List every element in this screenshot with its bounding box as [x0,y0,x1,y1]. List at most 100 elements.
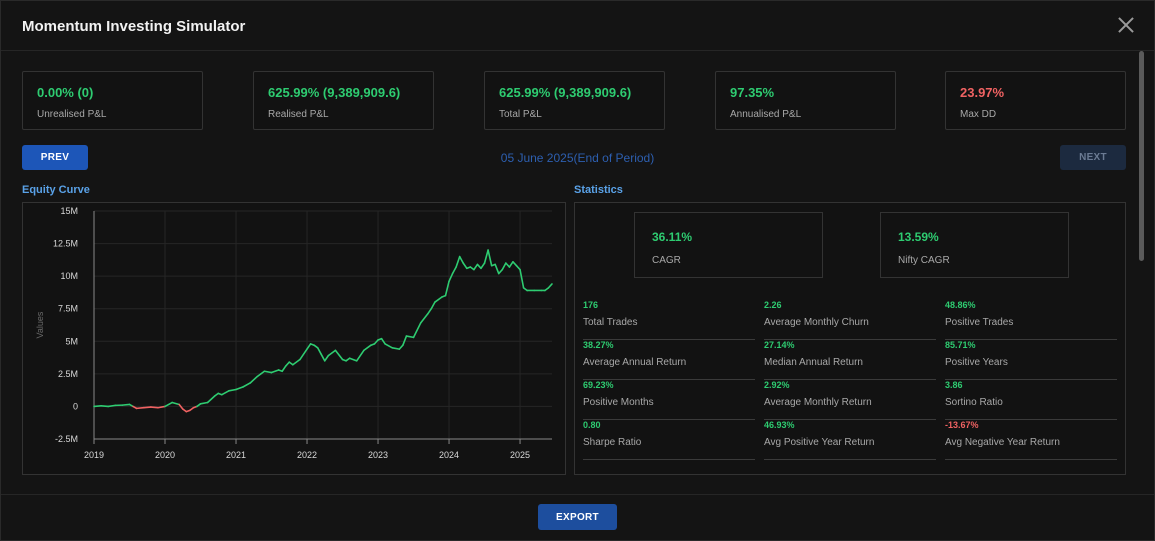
equity-line-segment [355,349,365,362]
kpi-value: 625.99% (9,389,909.6) [268,85,401,100]
equity-line-segment [284,361,291,367]
x-axis-ticks: 2019 2020 2021 2022 2023 2024 2025 [84,450,530,460]
equity-line-segment [515,264,521,271]
stat-value: 2.26 [764,300,782,310]
stat-label: Positive Months [583,397,654,408]
equity-line-segment [384,343,394,349]
equity-line-segment [444,280,450,297]
equity-line-segment [451,266,457,275]
stat-value: 0.80 [583,420,601,430]
equity-line-segment [458,255,465,264]
x-tick-label: 2024 [439,450,459,460]
stat-value: 3.86 [945,380,963,390]
equity-line-segment [547,283,553,289]
nifty-cagr-label: Nifty CAGR [898,255,950,266]
stat-label: Avg Negative Year Return [945,437,1060,448]
equity-line-segment [455,255,461,268]
stat-label: Median Annual Return [764,357,863,368]
equity-line-segment [512,261,518,267]
equity-line-segment [93,404,102,408]
equity-line-segment [497,268,504,275]
equity-line-segment [391,347,401,350]
equity-line-segment [448,272,454,283]
modal-title: Momentum Investing Simulator [22,18,246,35]
equity-line-segment [235,386,244,391]
kpi-label: Unrealised P&L [37,109,107,120]
stat-avg-negative-year-return: -13.67% Avg Negative Year Return [945,420,1117,460]
y-tick-label: 7.5M [58,304,78,314]
kpi-label: Total P&L [499,109,542,120]
next-button[interactable]: NEXT [1060,145,1126,170]
x-tick-label: 2022 [297,450,317,460]
chart-grid [93,210,552,444]
equity-line-segment [306,343,312,350]
x-tick-label: 2025 [510,450,530,460]
scrollbar-thumb[interactable] [1139,51,1144,261]
y-tick-label: 10M [60,271,78,281]
y-tick-label: -2.5M [55,434,78,444]
equity-line-segment [100,404,110,408]
equity-line-segment [398,344,404,350]
equity-line-segment [380,337,386,345]
equity-line-segment [142,406,152,409]
equity-line-segment [412,322,422,339]
close-icon[interactable] [1117,16,1135,34]
equity-line-segment [405,335,415,339]
y-axis-label: Values [35,311,45,338]
equity-line-segment [316,347,323,356]
equity-line-segment [402,335,408,346]
equity-line-segment [263,370,273,374]
stat-value: 85.71% [945,340,976,350]
stat-value: 48.86% [945,300,976,310]
stat-label: Total Trades [583,317,638,328]
period-label: 05 June 2025(End of Period) [500,151,655,165]
equity-line-segment [434,296,443,303]
equity-line-segment [430,301,436,310]
stat-label: Positive Trades [945,317,1014,328]
equity-line-segment [150,406,159,409]
stat-label: Average Monthly Return [764,397,872,408]
equity-line-segment [426,307,433,315]
statistics-title: Statistics [574,184,623,196]
equity-line-segment [249,375,259,384]
stat-value: 38.27% [583,340,614,350]
stat-sortino-ratio: 3.86 Sortino Ratio [945,380,1117,420]
stat-label: Average Monthly Churn [764,317,869,328]
kpi-label: Annualised P&L [730,109,802,120]
equity-line-segment [473,263,479,271]
prev-button[interactable]: PREV [22,145,88,170]
stat-average-monthly-return: 2.92% Average Monthly Return [764,380,936,420]
equity-line-segment [323,354,330,362]
stat-median-annual-return: 27.14% Median Annual Return [764,340,936,380]
equity-line-segment [164,401,173,408]
equity-line-segment [281,365,287,373]
equity-line-segment [348,357,358,362]
stat-label: Sortino Ratio [945,397,1003,408]
kpi-unrealised-pnl: 0.00% (0) Unrealised P&L [22,71,203,130]
equity-line-segment [221,389,230,396]
x-tick-label: 2023 [368,450,388,460]
stat-value: 69.23% [583,380,614,390]
kpi-realised-pnl: 625.99% (9,389,909.6) Realised P&L [253,71,434,130]
export-button[interactable]: EXPORT [538,504,617,530]
x-tick-label: 2020 [155,450,175,460]
stat-label: Sharpe Ratio [583,437,642,448]
cagr-value: 36.11% [652,230,693,244]
equity-curve-title: Equity Curve [22,184,90,196]
cagr-card: 36.11% CAGR [634,212,823,278]
equity-chart-panel: 15M 12.5M 10M 7.5M 5M 2.5M 0 -2.5M 2019 2020 2021… [22,202,566,475]
equity-line-segment [373,339,379,345]
stat-sharpe-ratio: 0.80 Sharpe Ratio [583,420,755,460]
stat-value: 46.93% [764,420,795,430]
equity-line-segment [487,249,493,267]
cagr-label: CAGR [652,255,681,266]
statistics-panel: 36.11% CAGR 13.59% Nifty CAGR 176 Total … [574,202,1126,475]
modal-header: Momentum Investing Simulator [1,1,1154,51]
y-axis-ticks: 15M 12.5M 10M 7.5M 5M 2.5M 0 -2.5M [53,206,78,444]
equity-line-segment [228,388,237,392]
x-tick-label: 2019 [84,450,104,460]
equity-line-segment [494,263,500,275]
kpi-annualised-pnl: 97.35% Annualised P&L [715,71,896,130]
equity-line-segment [327,349,337,357]
